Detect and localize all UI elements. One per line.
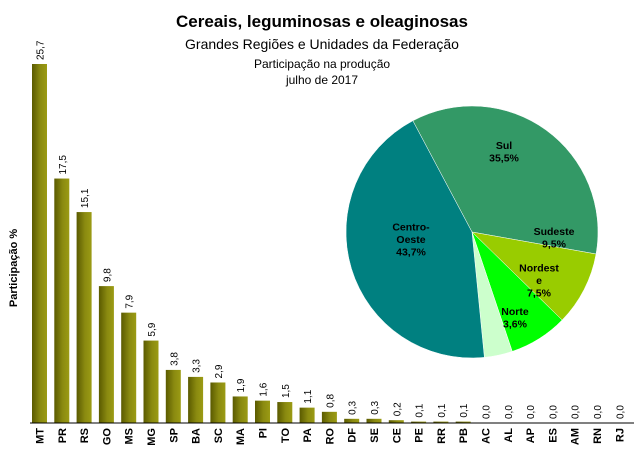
x-tick-label: ES <box>547 428 559 443</box>
bar-value-label: 3,3 <box>192 359 203 373</box>
x-tick-label: MT <box>35 428 47 444</box>
pie-slice-sul <box>412 105 599 255</box>
pie-label-sudeste: Sudeste 9,5% <box>534 226 575 251</box>
x-tick-label: RO <box>324 428 336 445</box>
bar-value-label: 1,9 <box>236 378 247 392</box>
bar-ba <box>188 376 204 423</box>
chart-subtitle-3: julho de 2017 <box>285 73 359 87</box>
bar-pe <box>411 421 427 423</box>
bar-rs <box>76 212 92 423</box>
bar-se <box>366 418 382 423</box>
bar-ms <box>121 312 137 423</box>
x-tick-label: SC <box>213 428 225 443</box>
bar-value-label: 1,6 <box>259 382 270 396</box>
bar-value-label: 0,0 <box>548 405 559 419</box>
bar-ro <box>321 411 337 423</box>
bar-value-label: 1,1 <box>303 389 314 403</box>
bar-value-label: 1,5 <box>281 384 292 398</box>
bar-value-label: 0,0 <box>593 405 604 419</box>
x-tick-label: SP <box>168 428 180 443</box>
x-tick-label: CE <box>391 428 403 443</box>
pie-chart: Sul 35,5% Sudeste 9,5% Nordest e 7,5% Norte 3,6%… <box>345 105 599 359</box>
bar-value-label: 0,1 <box>437 403 448 417</box>
bar-value-label: 0,1 <box>415 403 426 417</box>
bar-value-label: 0,8 <box>325 393 336 407</box>
x-tick-label: SE <box>369 428 381 443</box>
bar-ma <box>232 396 248 423</box>
bar-value-label: 0,0 <box>571 405 582 419</box>
bar-to <box>277 402 293 423</box>
x-tick-label: RS <box>79 428 91 443</box>
bar-value-label: 0,0 <box>526 405 537 419</box>
x-tick-label: AL <box>503 428 515 443</box>
bar-value-label: 2,9 <box>214 364 225 378</box>
bar-pi <box>255 400 270 423</box>
x-tick-label: GO <box>101 428 113 446</box>
bar-pb <box>455 421 471 423</box>
bar-chart: 25,7 MT 17,5 PR 15,1 RS 9,8 GO 7,9 MS 5,9 MG 3,8 SP 3,… <box>30 40 634 446</box>
bar-value-label: 17,5 <box>58 155 69 175</box>
x-tick-label: RJ <box>614 428 626 442</box>
bar-value-label: 0,3 <box>348 400 359 414</box>
pie-label-norte: Norte 3,6% <box>501 306 529 331</box>
x-tick-label: PE <box>414 428 426 443</box>
bar-value-label: 3,8 <box>169 352 180 366</box>
x-tick-label: RR <box>436 428 448 444</box>
x-tick-label: DF <box>347 428 359 443</box>
x-tick-label: MA <box>235 428 247 445</box>
bar-value-label: 0,2 <box>392 402 403 416</box>
bar-mg <box>143 340 159 423</box>
x-tick-label: AM <box>570 428 582 445</box>
bar-sp <box>165 369 181 423</box>
x-tick-label: AC <box>481 428 493 444</box>
chart-subtitle-2: Participação na produção <box>253 57 391 71</box>
x-tick-label: TO <box>280 428 292 444</box>
bar-sc <box>210 382 226 423</box>
bar-value-label: 0,0 <box>504 405 515 419</box>
bar-value-label: 5,9 <box>147 322 158 336</box>
bar-value-label: 9,8 <box>102 268 113 282</box>
x-tick-label: PI <box>258 428 270 438</box>
pie-label-nordeste: Nordest e 7,5% <box>519 263 559 300</box>
bar-value-label: 0,0 <box>615 405 626 419</box>
x-tick-label: BA <box>191 428 203 444</box>
pie-label-centro-oeste: Centro-Oeste 43,7% <box>392 222 430 259</box>
x-tick-label: PR <box>57 428 69 443</box>
bar-value-label: 0,0 <box>482 405 493 419</box>
x-tick-label: AP <box>525 428 537 443</box>
x-tick-label: PB <box>458 428 470 443</box>
bar-go <box>98 286 114 423</box>
bar-df <box>344 418 360 423</box>
bar-value-label: 0,1 <box>459 403 470 417</box>
bar-rr <box>433 421 449 423</box>
pie-label-sul: Sul 35,5% <box>489 140 519 165</box>
pie-slice-centro-oeste <box>345 120 485 359</box>
x-tick-label: MG <box>146 428 158 446</box>
pie-slice-sudeste <box>471 231 597 321</box>
chart-subtitle: Grandes Regiões e Unidades da Federação <box>185 36 459 52</box>
bar-value-label: 0,3 <box>370 400 381 414</box>
bar-value-label: 25,7 <box>36 40 47 60</box>
x-tick-label: PA <box>302 428 314 443</box>
bar-mt <box>32 64 47 423</box>
bar-pr <box>54 178 70 423</box>
bar-ce <box>388 420 404 423</box>
bar-value-label: 7,9 <box>125 294 136 308</box>
y-axis-label: Participação % <box>8 229 20 307</box>
x-tick-label: MS <box>124 428 136 445</box>
x-tick-label: RN <box>592 428 604 444</box>
chart-title: Cereais, leguminosas e oleaginosas <box>176 12 468 31</box>
bar-pa <box>299 407 315 423</box>
bar-value-label: 15,1 <box>80 188 91 208</box>
